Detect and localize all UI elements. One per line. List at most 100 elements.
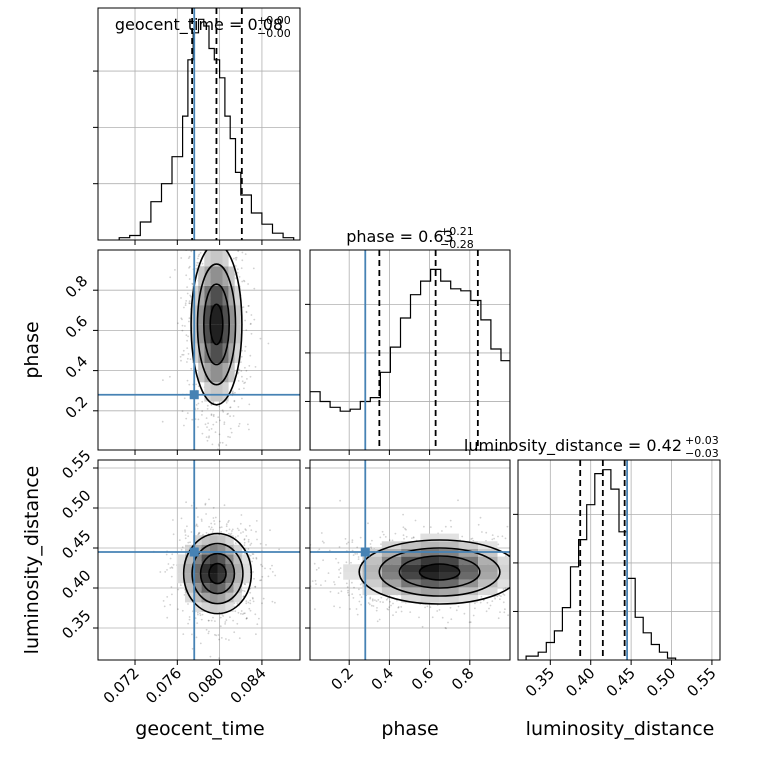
sample-point xyxy=(271,600,274,603)
density-cell xyxy=(420,579,440,588)
density-cell xyxy=(401,595,421,603)
density-cell xyxy=(343,564,363,572)
sample-point xyxy=(214,431,217,434)
sample-point xyxy=(204,423,207,426)
density-cell xyxy=(198,363,205,383)
sample-point xyxy=(445,627,447,630)
sample-point xyxy=(210,619,213,622)
sample-point xyxy=(171,593,173,596)
sample-point xyxy=(376,607,378,609)
sample-point xyxy=(333,583,336,586)
density-cell xyxy=(193,564,202,574)
density-cell xyxy=(381,541,402,549)
sample-point xyxy=(388,606,391,608)
sample-point xyxy=(441,530,443,532)
x-tick-label: 0.50 xyxy=(643,664,679,700)
sample-point xyxy=(184,531,187,533)
sample-point xyxy=(240,514,243,516)
sample-point xyxy=(337,561,340,564)
density-cell xyxy=(478,556,498,565)
hist-step xyxy=(118,18,295,240)
sample-point xyxy=(259,337,262,340)
sample-point xyxy=(239,522,242,525)
sample-point xyxy=(191,647,194,650)
sample-point xyxy=(208,436,210,439)
density-cell xyxy=(222,250,229,267)
density-cell xyxy=(201,602,210,612)
sample-point xyxy=(254,585,257,588)
sample-point xyxy=(247,538,250,541)
sample-point xyxy=(197,532,200,534)
sample-point xyxy=(189,541,191,544)
density-cell xyxy=(362,556,382,565)
sample-point xyxy=(499,598,501,601)
sample-point xyxy=(184,529,186,532)
sample-point xyxy=(182,353,185,356)
density-cell xyxy=(198,324,205,344)
density-cell xyxy=(228,285,235,306)
sample-point xyxy=(450,525,452,528)
sample-point xyxy=(183,397,186,400)
sample-point xyxy=(359,593,361,596)
sample-point xyxy=(252,571,254,573)
sample-point xyxy=(227,435,230,438)
sample-point xyxy=(225,619,228,622)
sample-point xyxy=(210,526,213,529)
sample-point xyxy=(249,554,252,557)
sample-point xyxy=(198,533,200,535)
sample-point xyxy=(444,627,447,629)
sample-point xyxy=(384,536,387,538)
hist-geocent-time xyxy=(118,18,295,240)
sample-point xyxy=(185,274,188,277)
sample-point xyxy=(245,617,248,620)
sample-point xyxy=(450,618,453,621)
sample-point xyxy=(228,532,230,535)
y-tick-label: 0.2 xyxy=(62,392,92,422)
sample-point xyxy=(256,623,259,626)
sample-point xyxy=(351,549,354,552)
sample-point xyxy=(229,533,232,536)
sample-point xyxy=(177,608,179,611)
density-cell xyxy=(228,343,235,363)
sample-point xyxy=(245,535,248,537)
density-cell xyxy=(478,572,498,580)
sample-point xyxy=(180,548,183,551)
density-contours xyxy=(190,250,243,406)
sample-point xyxy=(486,601,489,604)
density-cell xyxy=(241,573,250,584)
sample-point xyxy=(405,528,407,531)
contour-line xyxy=(191,542,244,605)
y-tick-label: 0.4 xyxy=(62,352,92,382)
density-cell xyxy=(210,250,217,267)
sample-point xyxy=(229,616,231,619)
density-cell xyxy=(176,573,185,584)
sample-point xyxy=(212,423,215,426)
sample-point xyxy=(182,633,185,635)
sample-point xyxy=(234,542,237,544)
sample-point xyxy=(370,604,373,607)
density-cell xyxy=(401,587,421,596)
sample-point xyxy=(189,295,192,298)
sample-point xyxy=(252,597,254,600)
density-cell xyxy=(439,556,459,565)
sample-point xyxy=(199,614,202,617)
sample-point xyxy=(444,525,447,528)
sample-point xyxy=(249,375,252,378)
sample-point xyxy=(197,418,200,421)
density-cell xyxy=(209,602,218,612)
density-cells xyxy=(192,250,241,402)
sample-point xyxy=(370,546,372,549)
sample-point xyxy=(502,593,505,595)
sample-point xyxy=(241,613,244,615)
sample-point xyxy=(371,539,373,542)
sample-point xyxy=(369,596,372,599)
sample-point xyxy=(369,543,372,545)
sample-point xyxy=(380,596,383,599)
density-cell xyxy=(228,305,235,325)
sample-point xyxy=(356,553,358,555)
sample-point xyxy=(506,525,509,528)
sample-point xyxy=(431,616,434,619)
sample-point xyxy=(350,561,352,564)
sample-point xyxy=(189,294,192,297)
sample-point xyxy=(421,625,424,628)
